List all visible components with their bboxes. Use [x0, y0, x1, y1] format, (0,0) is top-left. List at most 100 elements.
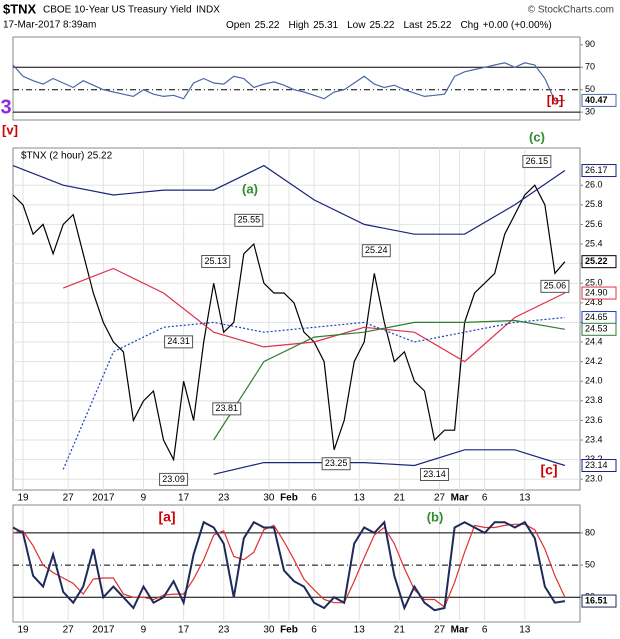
quote-label: Low [347, 20, 366, 31]
point-label-box [159, 472, 189, 486]
point-label-box [361, 244, 391, 258]
quote-label: Last [404, 20, 423, 31]
annotation: [v] [2, 122, 18, 137]
series-line [12, 523, 566, 608]
x-tick-label: 13 [354, 493, 366, 504]
point-label: 23.25 [325, 458, 348, 468]
point-label-box [212, 402, 242, 416]
y-tick-label: 23.6 [585, 415, 603, 425]
y-tick-label: 23.8 [585, 395, 603, 405]
quote-value: 25.22 [254, 20, 279, 31]
x-tick-label: 2017 [92, 493, 115, 504]
annotation: (b) [427, 509, 444, 524]
series-line [213, 449, 566, 475]
x-tick-label: 13 [354, 625, 366, 636]
y-tick-label: 25.6 [585, 219, 603, 229]
y-tick-label: 25.0 [585, 278, 603, 288]
x-tick-label: 30 [263, 493, 275, 504]
last-value-label: 26.17 [585, 165, 608, 175]
point-label-box [419, 468, 449, 482]
exchange: INDX [196, 5, 220, 16]
y-tick-label: 23.2 [585, 454, 603, 464]
last-value-box [581, 286, 617, 300]
point-label: 25.06 [544, 281, 567, 291]
point-label-box [540, 279, 570, 293]
instrument-name: CBOE 10-Year US Treasury Yield [43, 5, 192, 16]
last-value-label: 24.65 [585, 312, 608, 322]
x-tick-label: 19 [17, 625, 29, 636]
y-tick-label: 70 [585, 62, 595, 72]
y-tick-label: 23.4 [585, 434, 603, 444]
series-line [12, 164, 566, 235]
annotation: [b] [547, 92, 564, 107]
x-tick-label: 30 [263, 625, 275, 636]
annotation: (c) [529, 129, 545, 144]
last-value-box [581, 459, 617, 473]
legend: $TNX (2 hour) 25.22 [21, 151, 113, 162]
symbol: $TNX [3, 1, 37, 16]
quote-value: +0.00 (+0.00%) [483, 20, 552, 31]
x-tick-label: 27 [434, 625, 446, 636]
annotation: (a) [242, 181, 258, 196]
panel [12, 36, 581, 121]
y-tick-label: 50 [585, 84, 595, 94]
y-tick-label: 25.4 [585, 238, 603, 248]
point-label: 25.55 [238, 215, 261, 225]
last-value-box [581, 322, 617, 336]
y-tick-label: 26.0 [585, 180, 603, 190]
series-line [12, 184, 566, 462]
x-tick-label: 27 [63, 625, 75, 636]
series-line [62, 267, 566, 363]
point-label: 25.24 [365, 245, 388, 255]
y-tick-label: 24.2 [585, 356, 603, 366]
point-label-box [234, 213, 264, 227]
point-label: 26.15 [526, 156, 549, 166]
annotation: 3 [0, 96, 11, 118]
point-label-box [164, 335, 194, 349]
series-line [12, 520, 566, 612]
quote-value: 25.22 [426, 20, 451, 31]
x-tick-label: 27 [434, 493, 446, 504]
source: © StockCharts.com [528, 5, 614, 16]
last-value-box [581, 255, 617, 269]
last-value-label: 40.47 [585, 95, 608, 105]
x-tick-label: Feb [280, 493, 298, 504]
y-tick-label: 24.4 [585, 336, 603, 346]
y-tick-label: 24.8 [585, 297, 603, 307]
series-line [62, 316, 565, 470]
y-tick-label: 23.0 [585, 474, 603, 484]
x-tick-label: 23 [218, 625, 230, 636]
last-value-box [581, 93, 617, 107]
annotation: [c] [540, 462, 557, 478]
date: 17-Mar-2017 8:39am [3, 20, 96, 31]
x-tick-label: 17 [178, 493, 190, 504]
x-tick-label: 2017 [92, 625, 115, 636]
x-tick-label: 9 [141, 493, 147, 504]
x-tick-label: 21 [394, 493, 406, 504]
panel [12, 147, 581, 491]
point-label: 23.81 [215, 403, 238, 413]
point-label: 23.14 [423, 469, 446, 479]
last-value-label: 24.90 [585, 287, 608, 297]
point-label-box [321, 457, 351, 471]
point-label-box [522, 155, 552, 169]
x-tick-label: 23 [218, 493, 230, 504]
quote-value: 25.22 [369, 20, 394, 31]
quote-label: High [289, 20, 310, 31]
x-tick-label: Mar [451, 493, 469, 504]
series-line [12, 62, 565, 102]
x-tick-label: 6 [311, 493, 317, 504]
last-value-box [581, 164, 617, 178]
point-label: 23.09 [162, 474, 185, 484]
series-line [213, 319, 566, 441]
quote-label: Open [226, 20, 250, 31]
annotation: [a] [158, 509, 175, 525]
point-label-box [201, 254, 231, 268]
x-tick-label: 17 [178, 625, 190, 636]
last-value-label: 16.51 [585, 595, 608, 605]
last-value-label: 24.53 [585, 324, 608, 334]
last-value-label: 25.22 [585, 256, 608, 266]
point-label: 24.31 [167, 336, 190, 346]
last-value-label: 23.14 [585, 460, 608, 470]
